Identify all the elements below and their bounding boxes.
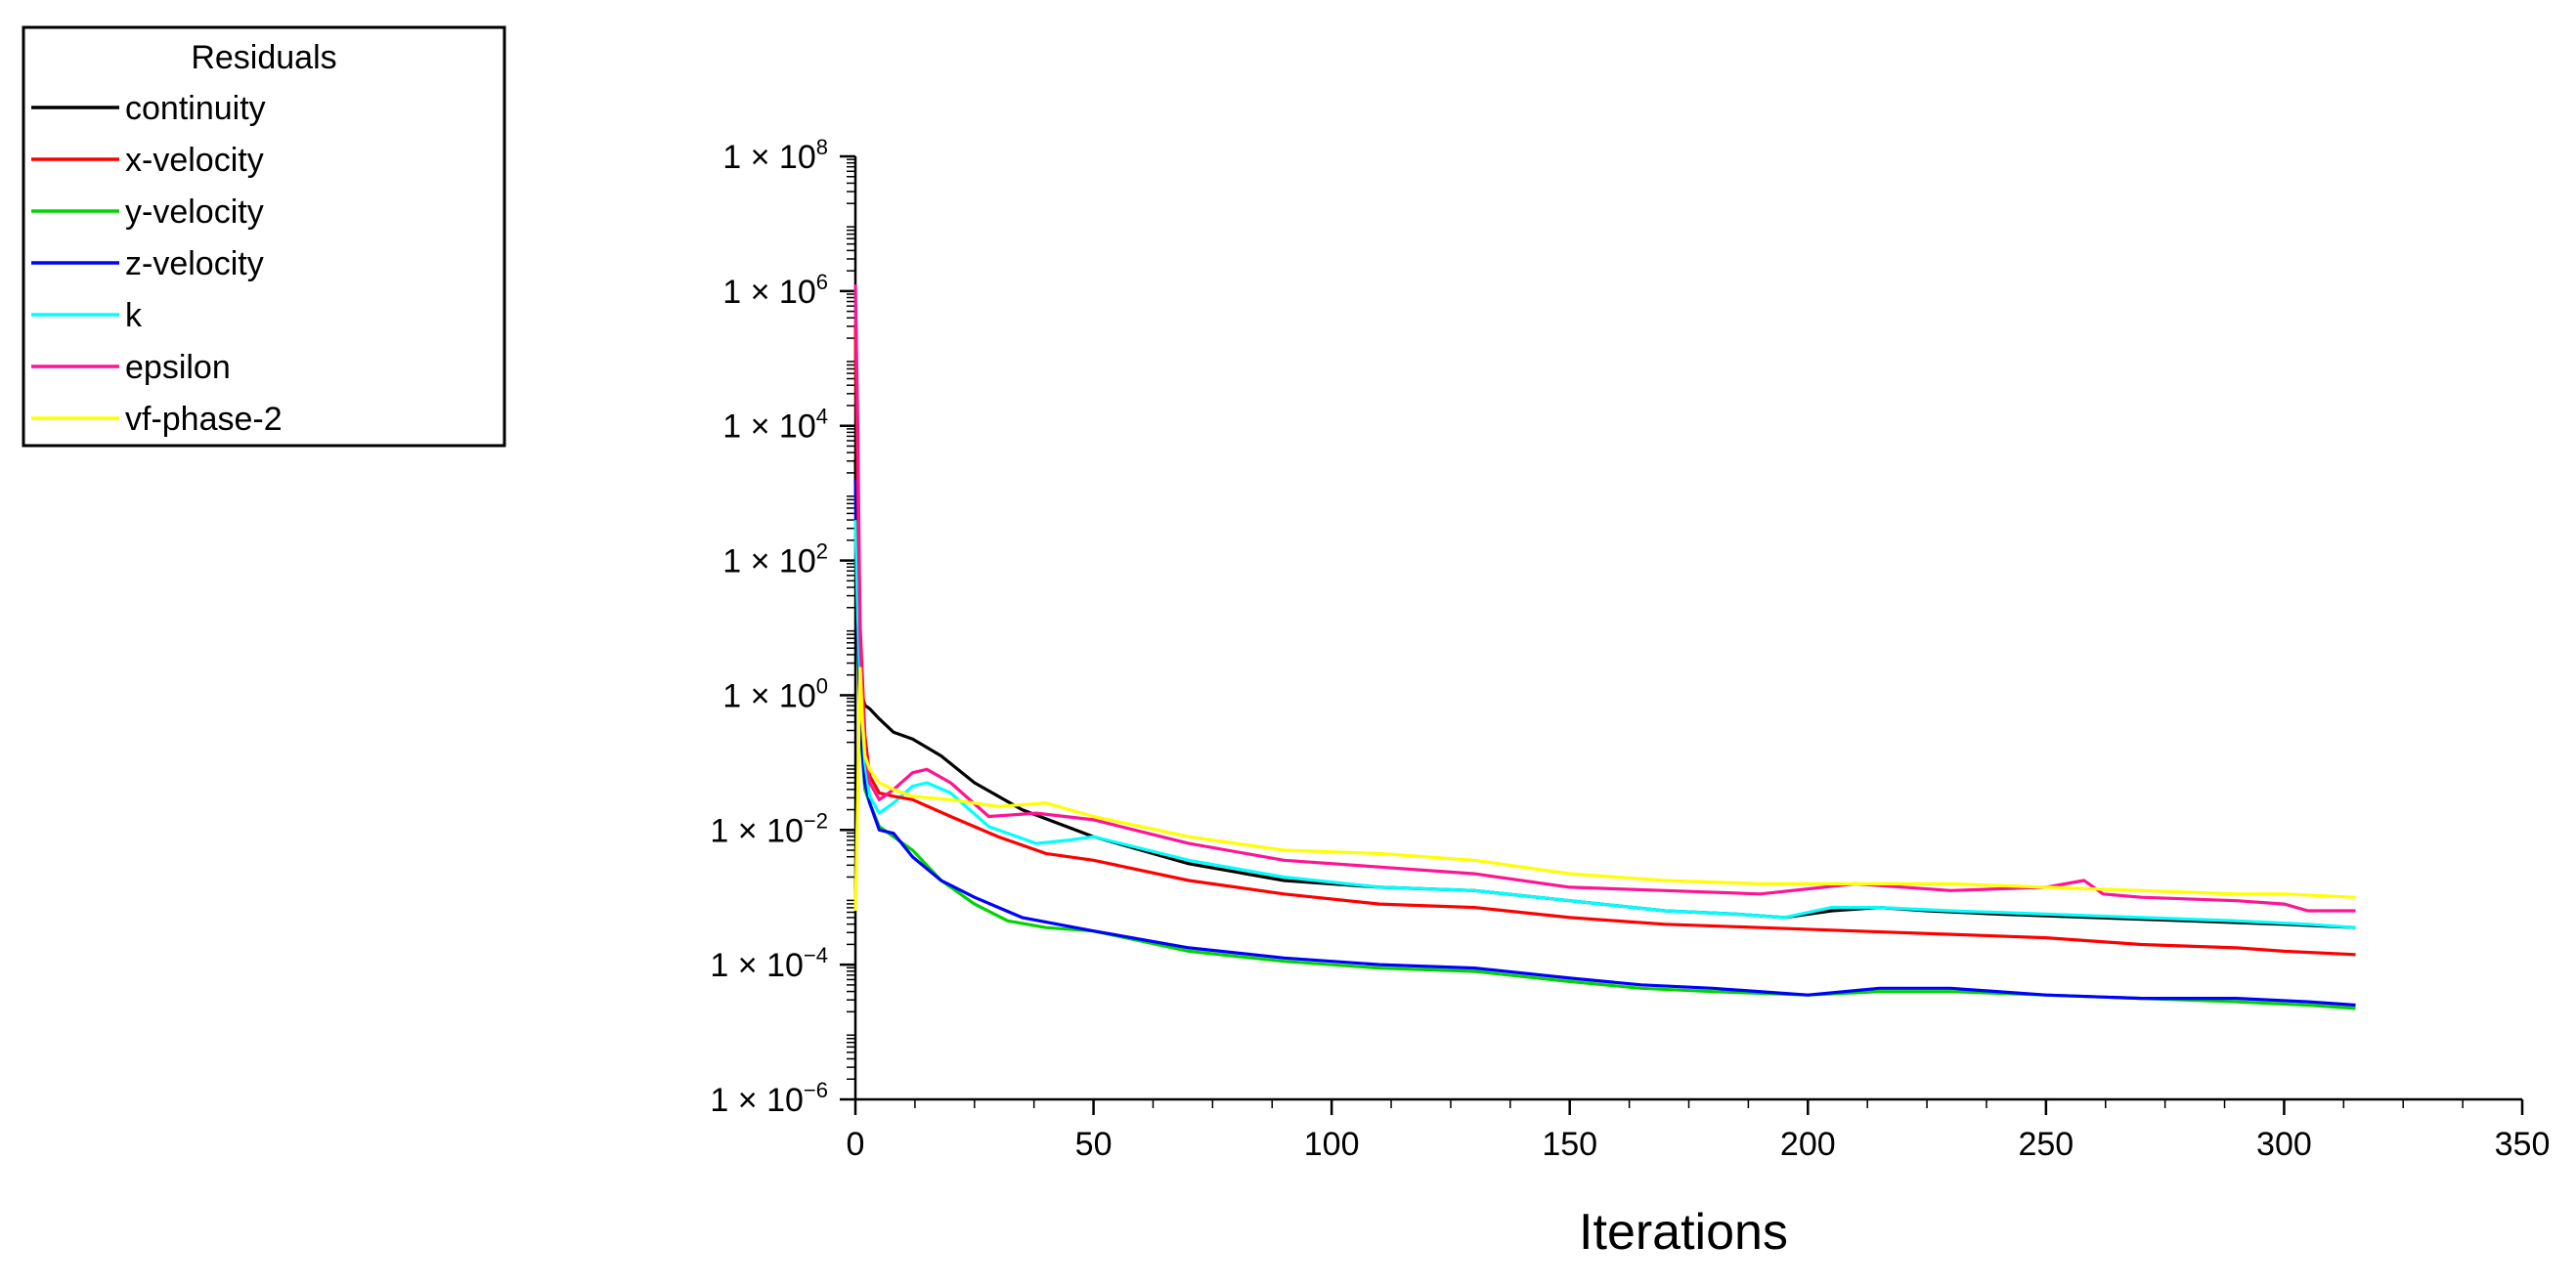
y-tick-label: 1 × 100 <box>722 673 828 714</box>
y-tick-label: 1 × 108 <box>722 135 828 176</box>
series-line-x-velocity <box>853 324 2356 957</box>
legend: Residuals continuity x-velocity y-velocity… <box>22 25 506 448</box>
x-tick-label: 150 <box>1542 1126 1597 1163</box>
legend-label-x-velocity: x-velocity <box>125 142 264 179</box>
legend-label-continuity: continuity <box>125 90 266 127</box>
x-axis-title: Iterations <box>1579 1204 1788 1261</box>
x-tick-label: 100 <box>1304 1126 1360 1163</box>
x-ticks: 0 50 100 150 200 250 300 350 <box>847 1099 2551 1163</box>
y-tick-label: 1 × 104 <box>722 405 828 446</box>
legend-label-z-velocity: z-velocity <box>125 245 264 282</box>
x-tick-label: 50 <box>1075 1126 1113 1163</box>
series-line-vf-phase-2 <box>853 666 2356 912</box>
series-line-k <box>853 520 2356 929</box>
y-tick-label: 1 × 10−6 <box>710 1078 828 1119</box>
x-tick-label: 300 <box>2256 1126 2312 1163</box>
series-lines <box>853 283 2356 1010</box>
x-tick-label: 200 <box>1780 1126 1836 1163</box>
x-tick-label: 250 <box>2018 1126 2074 1163</box>
y-tick-label: 1 × 106 <box>722 270 828 311</box>
legend-label-k: k <box>125 297 143 334</box>
series-line-z-velocity <box>853 479 2356 1008</box>
legend-box <box>22 25 506 448</box>
y-tick-label: 1 × 102 <box>722 539 828 580</box>
x-tick-label: 350 <box>2495 1126 2551 1163</box>
legend-items: continuity x-velocity y-velocity z-velocity… <box>31 90 283 438</box>
legend-title: Residuals <box>191 39 336 76</box>
legend-label-y-velocity: y-velocity <box>125 193 264 231</box>
x-tick-label: 0 <box>847 1126 865 1163</box>
series-line-epsilon <box>853 283 2356 913</box>
legend-label-epsilon: epsilon <box>125 349 231 386</box>
legend-label-vf-phase-2: vf-phase-2 <box>125 401 283 438</box>
y-minor-ticks <box>847 158 855 1081</box>
